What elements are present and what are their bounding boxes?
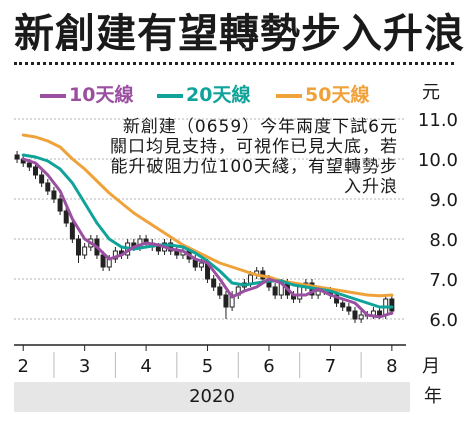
y-tick-label: 10.0: [418, 150, 458, 171]
year-label: 2020: [189, 386, 235, 407]
y-tick-label: 11.0: [418, 110, 458, 131]
x-tick-label: 2: [17, 356, 28, 377]
candle-body: [248, 274, 254, 284]
candle-body: [100, 254, 106, 268]
ma10-line: [21, 157, 394, 319]
candle-body: [272, 286, 278, 296]
year-unit: 年: [424, 386, 442, 407]
candle-body: [76, 238, 82, 256]
ma50-line: [21, 133, 394, 298]
title-divider: [14, 62, 454, 65]
candle-body: [69, 222, 75, 240]
candle-body: [377, 310, 383, 316]
candle-body: [198, 262, 204, 268]
candle-body: [155, 246, 161, 252]
chart-annotation: 新創建（0659）今年兩度下試6元關口均見支持，可視作已見大底，若能升破阻力位1…: [110, 117, 398, 197]
legend-swatch-ma10: [40, 93, 66, 98]
y-tick-label: 8.0: [429, 230, 458, 251]
x-tick-label: 8: [386, 356, 397, 377]
candle-body: [57, 198, 63, 212]
ma20-line: [21, 153, 394, 309]
candle-body: [389, 298, 395, 312]
x-unit-label: 月: [422, 356, 440, 377]
y-tick-label: 7.0: [429, 270, 458, 291]
candle-body: [39, 174, 45, 184]
x-tick-label: 6: [263, 356, 274, 377]
legend-item-ma10: 10天線: [40, 80, 133, 107]
candle-body: [217, 286, 223, 296]
x-tick-label: 3: [79, 356, 90, 377]
y-tick-label: 9.0: [429, 190, 458, 211]
y-tick-label: 6.0: [429, 310, 458, 331]
candle-body: [51, 190, 57, 200]
candle-body: [297, 286, 303, 300]
legend-item-ma50: 50天線: [276, 80, 369, 107]
legend-swatch-ma20: [157, 93, 183, 98]
candle-body: [315, 290, 321, 296]
legend-item-ma20: 20天線: [157, 80, 250, 107]
x-tick-label: 5: [202, 356, 213, 377]
candle-body: [45, 182, 51, 192]
x-tick-label: 4: [140, 356, 151, 377]
candle-body: [14, 154, 20, 160]
candle-body: [358, 314, 364, 320]
candle-body: [33, 166, 39, 176]
candle-body: [346, 306, 352, 312]
x-tick-label: 7: [325, 356, 336, 377]
legend-label-ma10: 10天線: [69, 84, 134, 106]
legend-swatch-ma50: [276, 93, 302, 98]
candle-body: [340, 302, 346, 308]
chart-title: 新創建有望轉勢步入升浪: [14, 10, 465, 57]
candle-body: [26, 162, 32, 168]
candle-body: [82, 246, 88, 256]
candle-body: [223, 294, 229, 308]
candle-body: [352, 310, 358, 320]
candle-body: [211, 278, 217, 288]
candle-body: [63, 210, 69, 224]
legend-label-ma50: 50天線: [305, 84, 370, 106]
legend-label-ma20: 20天線: [186, 84, 251, 106]
y-unit-label: 元: [422, 82, 440, 103]
year-bar: 2020: [14, 382, 410, 412]
